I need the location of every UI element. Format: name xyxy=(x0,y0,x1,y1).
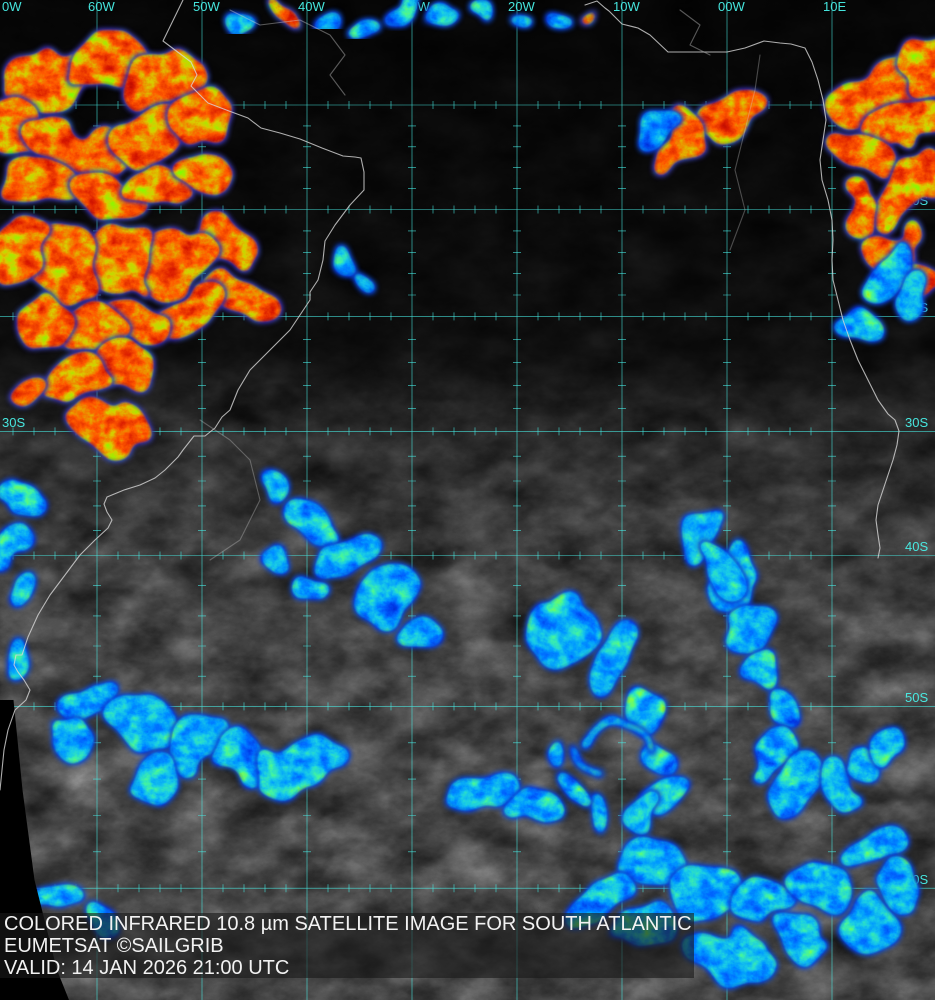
svg-text:30S: 30S xyxy=(905,415,928,430)
svg-text:50W: 50W xyxy=(193,0,220,14)
svg-text:10E: 10E xyxy=(823,0,846,14)
svg-text:00W: 00W xyxy=(718,0,745,14)
svg-text:60W: 60W xyxy=(88,0,115,14)
svg-text:VALID: 14 JAN 2026 21:00 UTC: VALID: 14 JAN 2026 21:00 UTC xyxy=(4,957,289,979)
svg-text:EUMETSAT ©SAILGRIB: EUMETSAT ©SAILGRIB xyxy=(4,935,224,957)
svg-text:50S: 50S xyxy=(905,690,928,705)
svg-text:10W: 10W xyxy=(613,0,640,14)
svg-text:30S: 30S xyxy=(2,415,25,430)
svg-text:40S: 40S xyxy=(905,539,928,554)
svg-text:0W: 0W xyxy=(2,0,22,14)
svg-text:COLORED INFRARED 10.8 µm SATEL: COLORED INFRARED 10.8 µm SATELLITE IMAGE… xyxy=(4,913,692,935)
